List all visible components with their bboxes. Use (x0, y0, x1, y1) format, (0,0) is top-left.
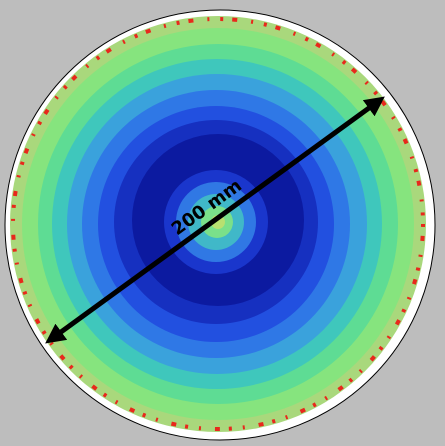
edge-speckle (11, 17, 425, 431)
wafer-rings (10, 16, 426, 432)
diameter-arrow (45, 96, 385, 344)
